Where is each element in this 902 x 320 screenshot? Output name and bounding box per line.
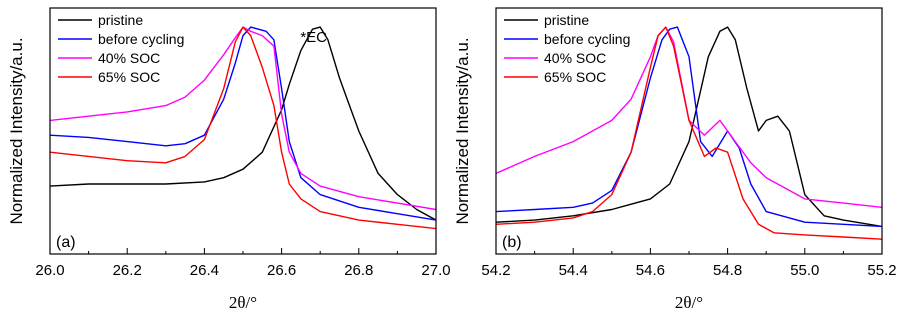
x-tick-label: 54.2 [481, 262, 510, 279]
panel-letter: (a) [56, 234, 76, 251]
series-line-before-cycling [496, 26, 882, 228]
series-line-65-soc [496, 26, 882, 240]
legend-label: pristine [98, 12, 143, 28]
panel-a: 26.0 26.2 26.4 26.6 26.8 27.0 2θ/° Normalized I… [7, 7, 451, 312]
x-tick-label: 54.4 [559, 262, 588, 279]
annotation: *EC [300, 29, 327, 46]
legend-label: 65% SOC [544, 69, 606, 85]
series-line-before-cycling [50, 26, 436, 221]
series-line-40-soc [50, 26, 436, 211]
x-tick-label: 55.2 [867, 262, 896, 279]
series-group [496, 26, 882, 240]
legend: pristine before cycling 40% SOC 65% SOC [504, 12, 630, 85]
series-line-65-soc [50, 26, 436, 230]
x-tick-label: 26.6 [267, 262, 296, 279]
x-tick-label: 54.6 [636, 262, 665, 279]
legend-label: before cycling [544, 31, 630, 47]
legend-label: 40% SOC [98, 50, 160, 66]
y-axis-label: Normalized Intensity/a.u. [453, 37, 472, 224]
legend-label: pristine [544, 12, 589, 28]
series-group [50, 26, 436, 230]
legend-label: 40% SOC [544, 50, 606, 66]
x-tick-label: 26.0 [35, 262, 64, 279]
x-tick-label: 26.4 [190, 262, 219, 279]
x-tick-label: 26.8 [344, 262, 373, 279]
x-tick-label: 26.2 [113, 262, 142, 279]
x-tick-label: 54.8 [713, 262, 742, 279]
legend-label: 65% SOC [98, 69, 160, 85]
legend: pristine before cycling 40% SOC 65% SOC [58, 12, 184, 85]
x-tick-label: 55.0 [790, 262, 819, 279]
series-line-pristine [50, 26, 436, 221]
y-axis-label: Normalized Intensity/a.u. [7, 37, 26, 224]
x-axis-label: 2θ/° [675, 293, 703, 312]
x-tick-label: 27.0 [421, 262, 450, 279]
panel-b: 54.2 54.4 54.6 54.8 55.0 55.2 2θ/° Normalized I… [453, 7, 897, 312]
legend-label: before cycling [98, 31, 184, 47]
series-line-pristine [496, 26, 882, 228]
panel-letter: (b) [502, 234, 522, 251]
x-axis-label: 2θ/° [229, 293, 257, 312]
